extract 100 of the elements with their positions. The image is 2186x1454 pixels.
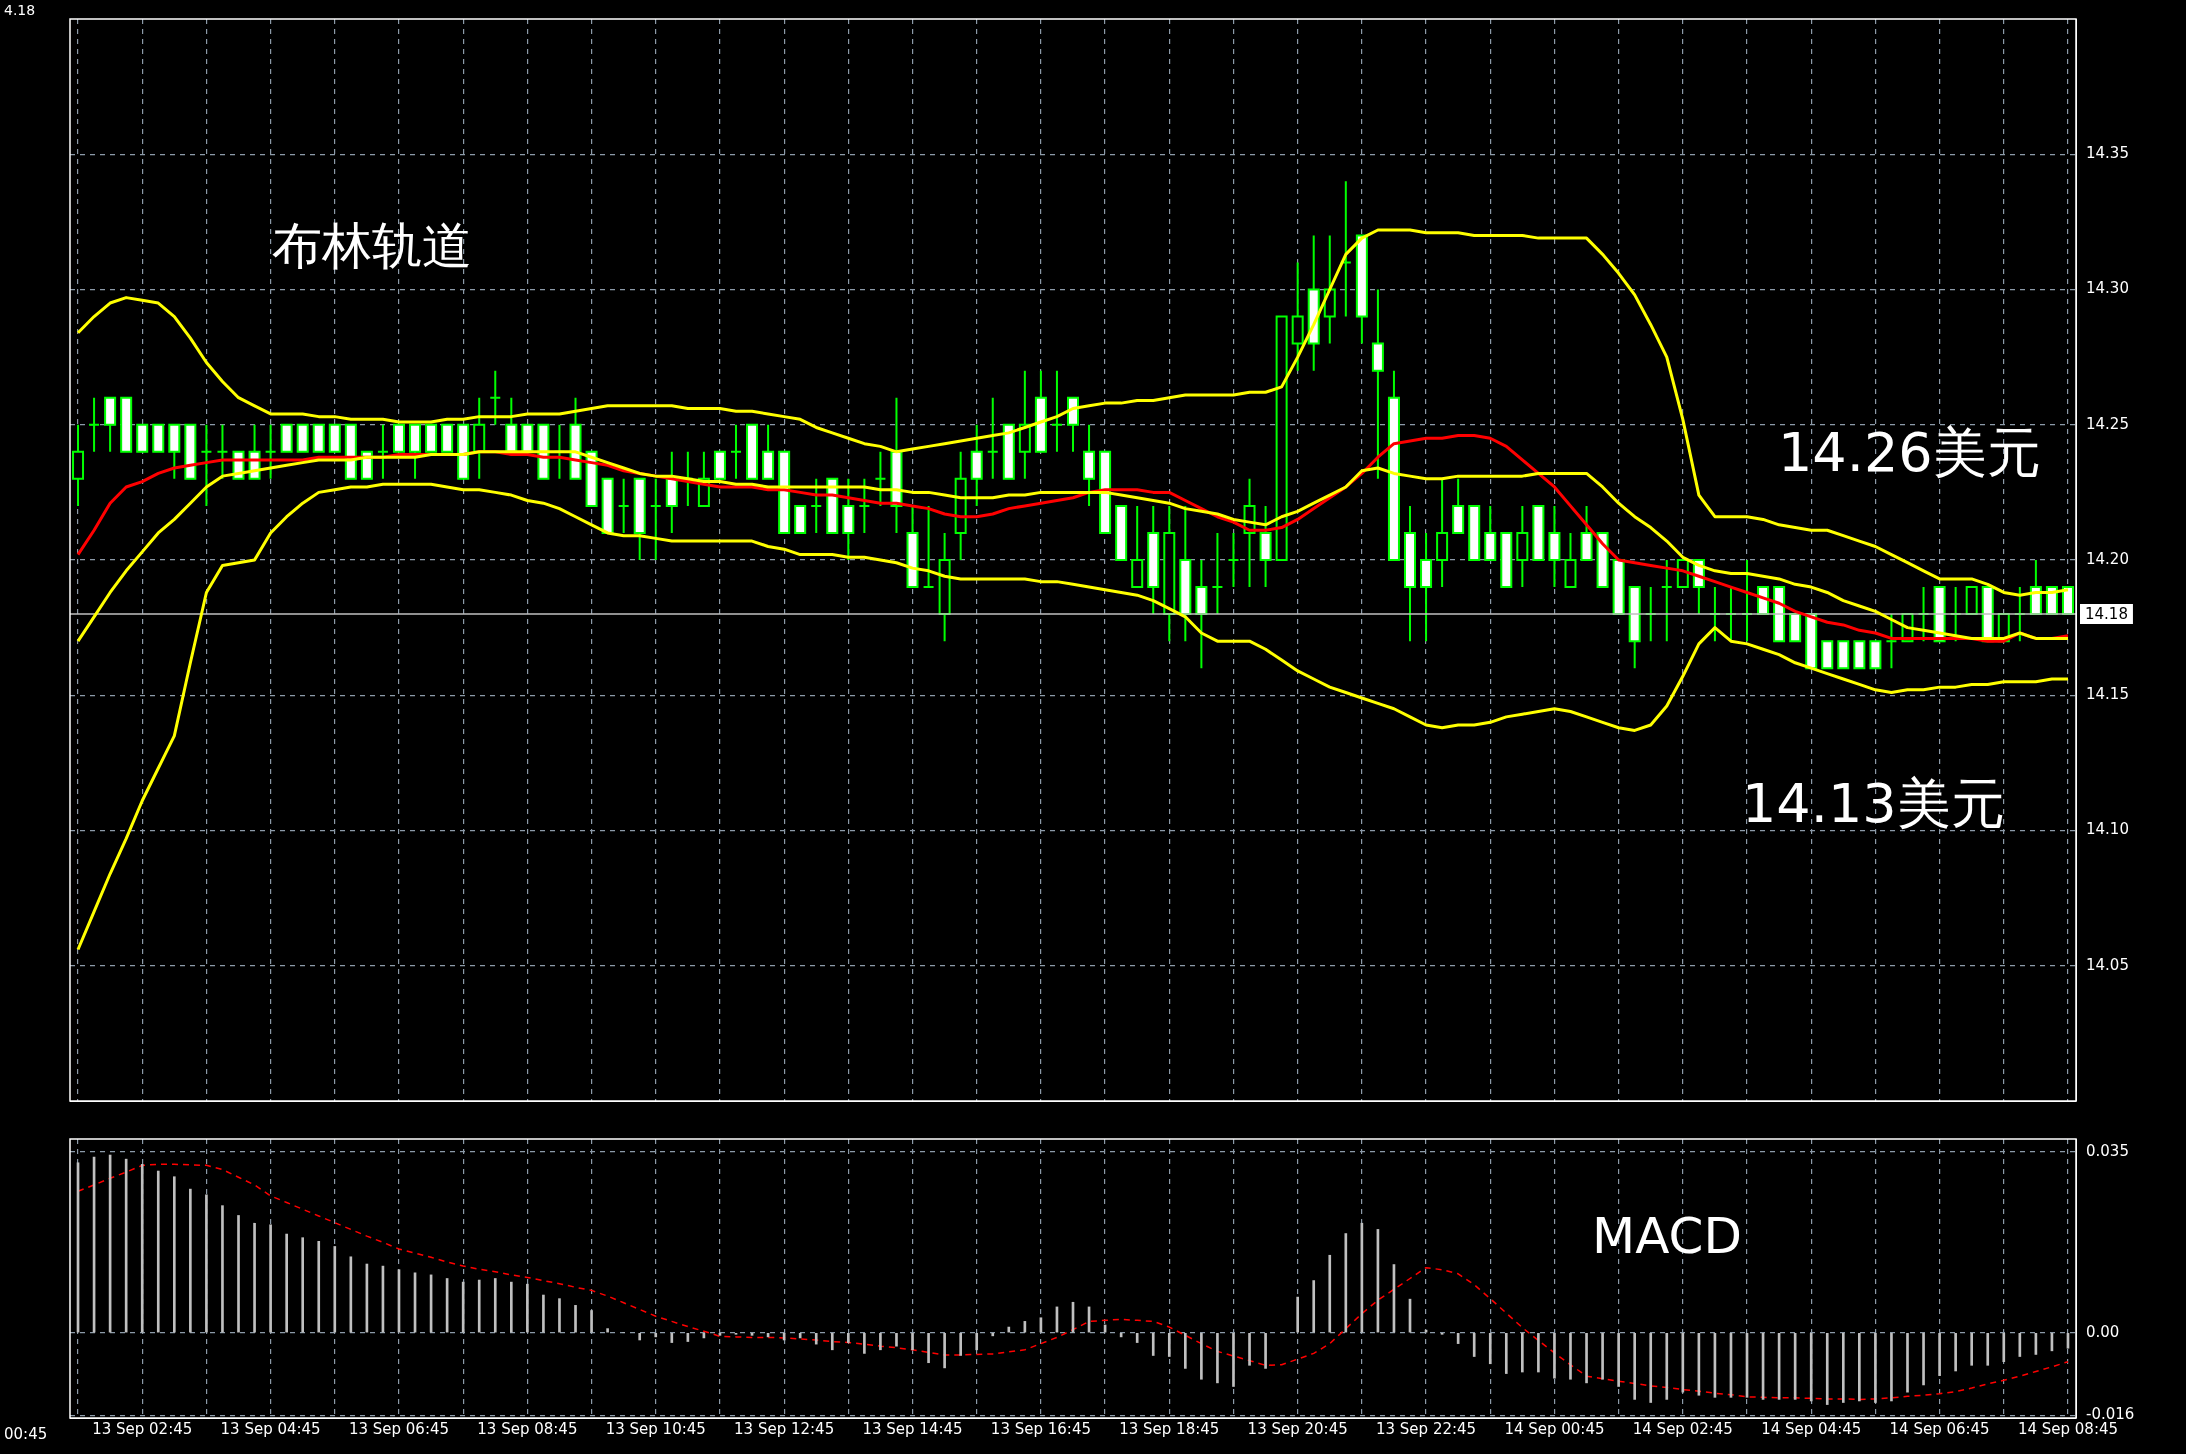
bar	[1537, 1333, 1540, 1373]
candlestick	[120, 396, 133, 453]
candlestick	[729, 423, 742, 480]
annotation: MACD	[1592, 1206, 1742, 1265]
candlestick	[1869, 640, 1882, 670]
x-tick-label: 13 Sep 16:45	[990, 1419, 1091, 1438]
x-tick-label: 14 Sep 02:45	[1632, 1419, 1733, 1438]
candlestick	[1628, 586, 1641, 670]
candlestick	[1067, 396, 1079, 453]
line-series	[77, 1163, 2069, 1401]
bar	[1296, 1296, 1299, 1333]
ref-line-label: 14.18	[2085, 604, 2128, 623]
candlestick	[1468, 504, 1481, 561]
candlestick	[858, 477, 871, 534]
bar	[1970, 1333, 1974, 1366]
candlestick	[1371, 288, 1384, 480]
bar	[1890, 1333, 1893, 1402]
bar	[1681, 1333, 1685, 1393]
x-tick-label: 13 Sep 22:45	[1375, 1419, 1477, 1438]
bar	[911, 1333, 914, 1351]
candlestick	[938, 531, 951, 643]
x-tick-label: 13 Sep 08:45	[477, 1419, 578, 1438]
candlestick	[1837, 640, 1850, 670]
x-tick-label: 14 Sep 06:45	[1889, 1419, 1990, 1438]
x-tick-label: 13 Sep 20:45	[1247, 1419, 1348, 1438]
bar	[1954, 1333, 1957, 1372]
candlestick	[200, 423, 213, 507]
bar	[1858, 1333, 1861, 1402]
x-tick-label: 13 Sep 02:45	[92, 1419, 193, 1438]
candlestick	[986, 396, 999, 480]
bar	[461, 1281, 465, 1333]
bar	[1569, 1333, 1572, 1380]
x-tick-label: 14 Sep 08:45	[2017, 1419, 2119, 1438]
candlestick	[1821, 640, 1834, 670]
x-tick-label: 13 Sep 06:45	[348, 1419, 450, 1438]
bar	[1633, 1333, 1637, 1400]
bar	[1151, 1333, 1155, 1356]
candlestick	[890, 396, 903, 534]
candlestick	[441, 423, 454, 453]
y-tick-label: 14.15	[2086, 685, 2129, 704]
candlestick	[794, 504, 807, 534]
candlestick	[762, 423, 775, 480]
candlestick	[88, 396, 101, 453]
bar	[1938, 1333, 1941, 1376]
candlestick	[649, 477, 662, 561]
x-tick-label: 13 Sep 04:45	[220, 1419, 321, 1438]
candlestick	[72, 423, 85, 507]
candlestick	[633, 477, 646, 561]
bar	[189, 1188, 192, 1333]
bar	[526, 1283, 529, 1333]
bar	[1553, 1333, 1556, 1379]
bar	[1986, 1333, 1990, 1366]
candlestick	[104, 396, 117, 453]
bar	[493, 1278, 497, 1333]
candlestick	[409, 423, 422, 480]
bar	[1585, 1333, 1588, 1384]
bar	[1809, 1333, 1813, 1402]
bar	[927, 1333, 930, 1364]
candlestick	[1612, 559, 1625, 616]
bar	[285, 1233, 288, 1333]
bar	[1665, 1333, 1669, 1400]
bar	[253, 1222, 256, 1333]
candlestick	[617, 477, 630, 534]
candlestick	[1548, 504, 1561, 589]
bar	[205, 1194, 208, 1333]
candlestick	[1099, 450, 1112, 534]
bar	[1216, 1333, 1219, 1384]
candlestick	[970, 423, 983, 507]
annotation: 14.26美元	[1778, 421, 2041, 485]
bar	[1344, 1233, 1348, 1333]
bar	[606, 1328, 609, 1333]
bar	[317, 1240, 321, 1333]
bar	[847, 1333, 850, 1343]
candlestick	[1500, 531, 1513, 589]
candlestick	[906, 504, 919, 589]
bar	[654, 1333, 658, 1338]
candlestick	[1532, 504, 1545, 561]
candlestick	[152, 423, 165, 453]
bar	[1264, 1333, 1267, 1369]
candlestick	[874, 450, 887, 507]
y-tick-label: 0.00	[2086, 1322, 2120, 1341]
candlestick	[1436, 477, 1449, 589]
bar	[991, 1333, 995, 1337]
bar	[269, 1224, 272, 1333]
candlestick	[1083, 423, 1096, 507]
candlestick	[1131, 504, 1144, 589]
candlestick	[1211, 531, 1224, 616]
x-tick-label: 13 Sep 14:45	[862, 1419, 963, 1438]
bar	[1617, 1333, 1620, 1387]
bar	[509, 1281, 513, 1333]
bar	[1232, 1333, 1235, 1387]
candlestick	[601, 477, 614, 534]
candlestick	[1291, 261, 1304, 372]
bar	[333, 1246, 337, 1333]
bar	[1504, 1333, 1508, 1374]
annotation: 14.13美元	[1742, 772, 2005, 836]
y-tick-label: 14.10	[2086, 820, 2129, 839]
bar	[1841, 1333, 1845, 1403]
x-tick-label: 14 Sep 04:45	[1761, 1419, 1862, 1438]
candlestick	[778, 450, 791, 534]
